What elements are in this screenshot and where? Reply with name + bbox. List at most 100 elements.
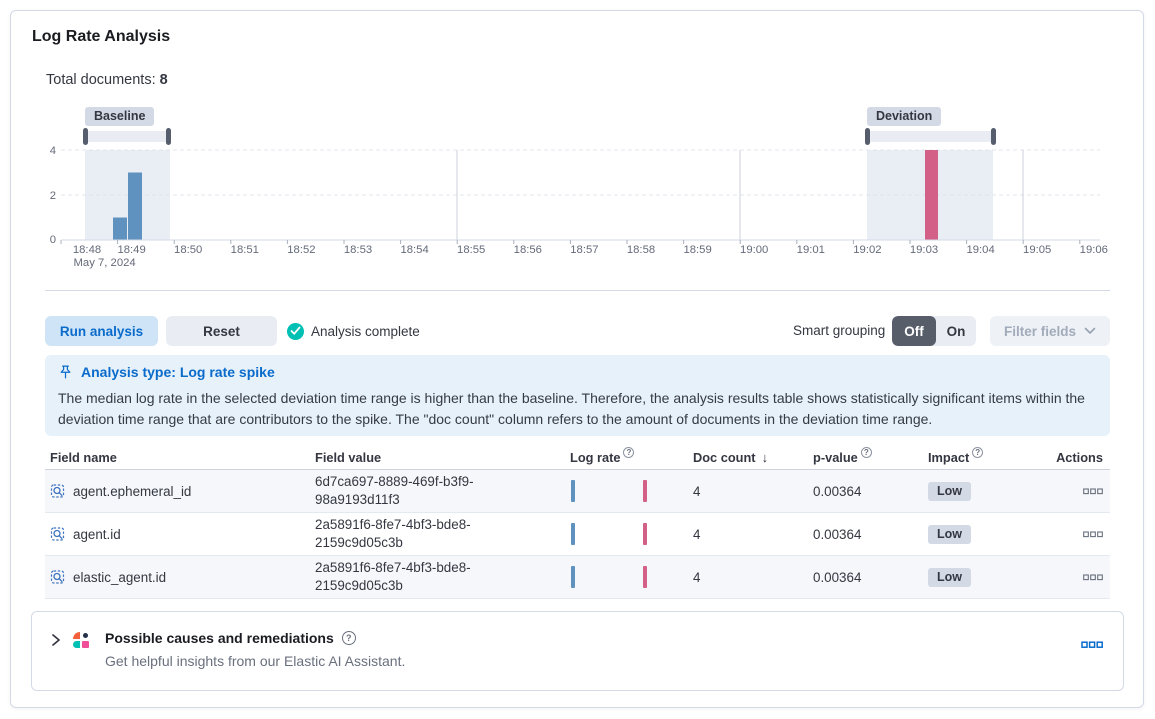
filter-in-field-icon[interactable]: [50, 526, 66, 542]
table-row: agent.id 2a5891f6-8fe7-4bf3-bde8-2159c9d…: [45, 513, 1110, 556]
filter-in-field-icon[interactable]: [50, 483, 66, 499]
p-value: 0.00364: [813, 569, 862, 585]
sparkline-deviation-bar: [643, 523, 647, 545]
x-tick-label: 18:48: [73, 244, 101, 256]
row-actions-button[interactable]: [1083, 487, 1103, 495]
y-tick-label: 0: [50, 234, 56, 246]
log-rate-sparkline: [570, 523, 693, 545]
column-header-actions: Actions: [1043, 450, 1110, 465]
deviation-brush-left-handle[interactable]: [865, 128, 870, 145]
baseline-bar-1: [113, 217, 127, 240]
x-tick-label: 19:05: [1023, 244, 1051, 256]
column-header-label: Doc count: [693, 450, 756, 465]
row-actions-button[interactable]: [1083, 573, 1103, 581]
smart-grouping-toggle: Off On: [892, 316, 976, 346]
panel-actions-button[interactable]: [1081, 641, 1103, 650]
x-tick-label: 19:04: [966, 244, 994, 256]
results-table: Field name Field value Log rate? Doc cou…: [45, 446, 1110, 599]
column-header-field-value[interactable]: Field value: [315, 450, 570, 465]
column-header-field-name[interactable]: Field name: [45, 450, 315, 465]
x-tick-label: 18:49: [117, 244, 145, 256]
x-tick-label: 18:54: [400, 244, 428, 256]
deviation-brush-right-handle[interactable]: [991, 128, 996, 145]
row-actions-button[interactable]: [1083, 530, 1103, 538]
p-value: 0.00364: [813, 483, 862, 499]
check-circle-icon: [287, 322, 304, 340]
x-tick-label: 19:00: [740, 244, 768, 256]
field-value: 2a5891f6-8fe7-4bf3-bde8-2159c9d05c3b: [315, 560, 471, 593]
x-tick-label: 18:57: [570, 244, 598, 256]
elastic-ai-assistant-icon: [73, 632, 89, 648]
section-divider: [45, 290, 1110, 291]
field-name: elastic_agent.id: [73, 569, 167, 585]
field-name: agent.ephemeral_id: [73, 483, 192, 499]
column-header-doc-count[interactable]: Doc count ↓: [693, 450, 813, 465]
reset-button[interactable]: Reset: [166, 316, 277, 346]
x-axis-labels: 18:48 18:49 18:50 18:51 18:52 18:53 18:5…: [73, 244, 1108, 256]
column-header-label: Impact: [928, 450, 970, 465]
x-tick-label: 19:02: [853, 244, 881, 256]
x-tick-label: 19:03: [910, 244, 938, 256]
smart-grouping-off-button[interactable]: Off: [892, 316, 936, 346]
total-documents-value: 8: [159, 72, 168, 88]
table-header-row: Field name Field value Log rate? Doc cou…: [45, 446, 1110, 470]
y-tick-label: 2: [50, 190, 56, 202]
sparkline-baseline-bar: [571, 523, 575, 545]
log-rate-sparkline: [570, 566, 693, 588]
question-in-circle-icon: ?: [972, 447, 984, 458]
x-tick-label: 18:52: [287, 244, 315, 256]
deviation-brush-track[interactable]: [865, 131, 996, 142]
impact-badge: Low: [928, 524, 971, 544]
x-tick-label: 18:58: [627, 244, 655, 256]
filter-fields-label: Filter fields: [1003, 323, 1076, 339]
x-tick-label: 19:01: [797, 244, 825, 256]
possible-causes-title: Possible causes and remediations: [105, 630, 334, 646]
impact-badge: Low: [928, 481, 971, 501]
log-rate-sparkline: [570, 480, 693, 502]
doc-count-value: 4: [693, 483, 701, 499]
column-header-impact[interactable]: Impact?: [928, 447, 1043, 465]
total-documents-label: Total documents:: [46, 72, 156, 88]
sparkline-deviation-bar: [643, 566, 647, 588]
column-header-p-value[interactable]: p-value?: [813, 447, 928, 465]
smart-grouping-label: Smart grouping: [793, 323, 886, 338]
x-tick-label: 18:55: [457, 244, 485, 256]
chevron-down-icon: [1084, 327, 1096, 334]
doc-count-value: 4: [693, 569, 701, 585]
accordion-chevron-right-icon[interactable]: [50, 633, 61, 647]
x-axis-date-label: May 7, 2024: [74, 257, 136, 269]
field-value: 2a5891f6-8fe7-4bf3-bde8-2159c9d05c3b: [315, 517, 471, 550]
y-tick-label: 4: [50, 146, 56, 157]
run-analysis-button[interactable]: Run analysis: [45, 316, 158, 346]
question-in-circle-icon: ?: [623, 447, 635, 458]
analysis-status: Analysis complete: [287, 316, 420, 346]
pin-icon: [60, 365, 71, 379]
x-tick-label: 18:53: [344, 244, 372, 256]
impact-badge: Low: [928, 567, 971, 587]
sparkline-baseline-bar: [571, 480, 575, 502]
field-value: 6d7ca697-8889-469f-b3f9-98a9193d11f3: [315, 474, 474, 507]
y-axis-labels: 4 2 0: [50, 146, 56, 246]
column-header-log-rate[interactable]: Log rate?: [570, 447, 693, 465]
baseline-brush-right-handle[interactable]: [166, 128, 171, 145]
p-value: 0.00364: [813, 526, 862, 542]
page-title: Log Rate Analysis: [32, 28, 171, 45]
log-rate-histogram[interactable]: 4 2 0 18:48 18:49 18:50 18:51 18:52 18:5…: [45, 146, 1110, 270]
column-header-label: p-value: [813, 450, 858, 465]
table-row: elastic_agent.id 2a5891f6-8fe7-4bf3-bde8…: [45, 556, 1110, 599]
filter-in-field-icon[interactable]: [50, 569, 66, 585]
sparkline-baseline-bar: [571, 566, 575, 588]
filter-fields-button[interactable]: Filter fields: [990, 316, 1110, 346]
baseline-brush-left-handle[interactable]: [83, 128, 88, 145]
total-documents: Total documents: 8: [46, 72, 168, 88]
question-in-circle-icon: ?: [341, 631, 356, 645]
x-tick-label: 18:51: [231, 244, 259, 256]
column-header-label: Field name: [50, 450, 117, 465]
sparkline-deviation-bar: [643, 480, 647, 502]
baseline-brush-track[interactable]: [83, 131, 171, 142]
possible-causes-panel[interactable]: [31, 611, 1124, 691]
callout-body: The median log rate in the selected devi…: [58, 390, 1085, 427]
smart-grouping-on-button[interactable]: On: [936, 316, 976, 346]
analysis-type-callout: Analysis type: Log rate spike The median…: [45, 355, 1110, 436]
